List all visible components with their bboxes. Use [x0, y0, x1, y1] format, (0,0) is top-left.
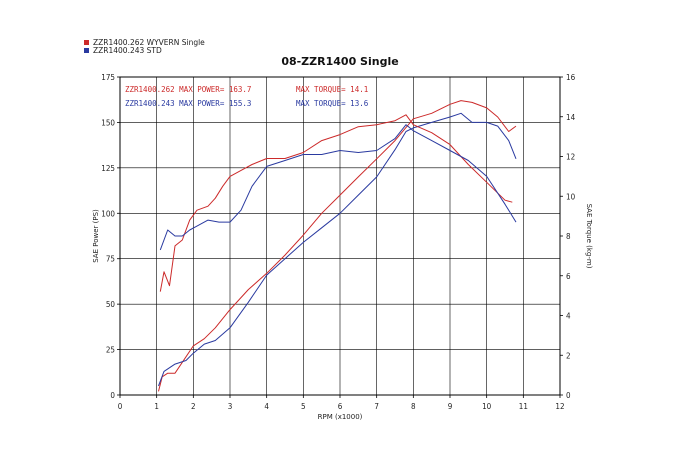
- x-tick-label: 12: [555, 402, 564, 411]
- series-lines: [158, 100, 517, 392]
- annotation-max-torque-262: MAX TORQUE= 14.1: [296, 85, 368, 94]
- legend-label-262: ZZR1400.262 WYVERN Single: [93, 38, 205, 47]
- x-tick-label: 1: [154, 402, 159, 411]
- series-line-2-torque: [159, 114, 513, 292]
- series-line-0-power: [158, 100, 517, 392]
- x-axis-ticks: 0 1 2 3 4 5 6 7 8 9 10 11 12: [118, 395, 565, 411]
- series-line-3-torque: [159, 124, 517, 251]
- x-tick-label: 3: [228, 402, 233, 411]
- y-right-tick-label: 0: [566, 391, 571, 400]
- legend: ZZR1400.262 WYVERN Single ZZR1400.243 ST…: [84, 38, 205, 55]
- x-tick-label: 7: [374, 402, 379, 411]
- y-left-tick-label: 50: [106, 300, 116, 309]
- y-right-tick-label: 2: [566, 351, 571, 360]
- y-right-tick-label: 10: [566, 192, 576, 201]
- y-left-axis-ticks: 0 25 50 75 100 125 150 175: [101, 73, 120, 400]
- x-tick-label: 0: [118, 402, 123, 411]
- x-axis-label: RPM (x1000): [318, 413, 363, 421]
- x-tick-label: 11: [519, 402, 528, 411]
- grid: [120, 77, 560, 395]
- y-right-tick-label: 12: [566, 153, 575, 162]
- y-left-axis-label: SAE Power (PS): [92, 209, 100, 263]
- legend-label-243: ZZR1400.243 STD: [93, 46, 162, 55]
- y-left-tick-label: 75: [106, 255, 115, 264]
- x-tick-label: 8: [411, 402, 416, 411]
- y-left-tick-label: 0: [110, 391, 115, 400]
- y-left-tick-label: 100: [101, 209, 115, 218]
- y-right-tick-label: 16: [566, 73, 576, 82]
- annotation-max-power-262: ZZR1400.262 MAX POWER= 163.7: [125, 85, 251, 94]
- annotations: ZZR1400.262 MAX POWER= 163.7 MAX TORQUE=…: [125, 85, 369, 108]
- y-right-tick-label: 8: [566, 232, 571, 241]
- series-line-1-power: [158, 112, 517, 387]
- x-tick-label: 5: [301, 402, 306, 411]
- y-right-tick-label: 6: [566, 272, 571, 281]
- y-left-tick-label: 150: [101, 118, 115, 127]
- y-right-tick-label: 4: [566, 312, 571, 321]
- legend-swatch-243: [84, 48, 89, 53]
- y-left-tick-label: 25: [106, 346, 115, 355]
- x-tick-label: 10: [482, 402, 492, 411]
- y-right-axis-ticks: 0 2 4 6 8 10 12 14 16: [560, 73, 576, 400]
- legend-swatch-262: [84, 40, 89, 45]
- y-left-tick-label: 175: [101, 73, 115, 82]
- x-tick-label: 4: [264, 402, 269, 411]
- annotation-max-torque-243: MAX TORQUE= 13.6: [296, 99, 369, 108]
- y-right-axis-label: SAE Torque (kg-m): [585, 204, 593, 269]
- annotation-max-power-243: ZZR1400.243 MAX POWER= 155.3: [125, 99, 251, 108]
- x-tick-label: 9: [448, 402, 453, 411]
- y-right-tick-label: 14: [566, 113, 576, 122]
- x-tick-label: 2: [191, 402, 196, 411]
- chart-title: 08-ZZR1400 Single: [281, 55, 398, 68]
- x-tick-label: 6: [338, 402, 343, 411]
- y-left-tick-label: 125: [101, 164, 115, 173]
